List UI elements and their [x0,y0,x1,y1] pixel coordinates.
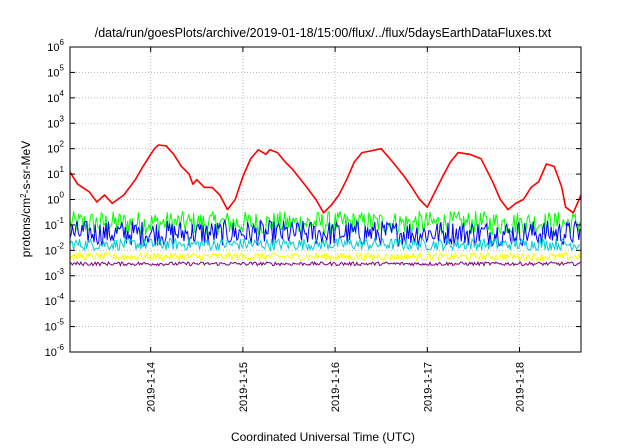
y-tick-label: 10-6 [45,343,65,359]
noise-band [69,210,581,237]
y-tick-label: 105 [47,63,64,79]
y-tick-exponent: 4 [60,89,65,98]
y-tick-exponent: 3 [60,114,65,123]
y-tick-base: 10 [45,322,57,334]
y-tick-base: 10 [45,347,57,359]
noise-band [69,236,581,253]
y-tick-base: 10 [47,195,59,207]
y-tick-base: 10 [45,220,57,232]
x-tick-label: 2019-1-14 [146,362,158,412]
y-tick-label: 104 [47,89,64,105]
y-tick-exponent: 1 [60,165,65,174]
y-tick-base: 10 [47,93,59,105]
y-axis-label: protons/cm2-s-sr-MeV [19,141,34,257]
y-tick-exponent: -1 [57,216,65,225]
x-axis-label: Coordinated Universal Time (UTC) [231,430,415,444]
y-tick-label: 100 [47,191,64,207]
y-tick-base: 10 [47,42,59,54]
y-tick-label: 10-2 [45,241,65,257]
y-tick-base: 10 [45,296,57,308]
y-tick-label: 103 [47,114,64,130]
noise-bands [69,210,581,267]
grid [70,47,581,352]
y-tick-exponent: -6 [57,343,65,352]
y-axis-label-sup: 2 [19,193,28,198]
y-tick-exponent: 6 [60,38,65,47]
y-tick-exponent: 2 [60,140,65,149]
y-tick-base: 10 [47,144,59,156]
y-tick-label: 10-5 [45,318,65,334]
x-tick-label: 2019-1-15 [238,362,250,412]
noise-band [69,260,581,267]
chart-title: /data/run/goesPlots/archive/2019-01-18/1… [95,26,552,40]
y-axis-label-prefix: protons/cm [19,198,33,257]
y-tick-exponent: -2 [57,241,65,250]
y-tick-label: 101 [47,165,64,181]
y-tick-label: 10-4 [45,292,65,308]
y-tick-exponent: 5 [60,63,65,72]
noise-band [69,250,581,263]
y-tick-label: 10-1 [45,216,65,232]
y-axis-label-suffix: -s-sr-MeV [19,141,33,194]
y-tick-exponent: -4 [57,292,65,301]
y-tick-label: 106 [47,38,64,54]
x-axis: 2019-1-14 2019-1-15 2019-1-16 2019-1-17 2019… [146,47,527,412]
y-tick-base: 10 [45,245,57,257]
x-tick-label: 2019-1-17 [422,362,434,412]
noise-band [69,218,581,247]
y-tick-base: 10 [45,271,57,283]
y-tick-exponent: -3 [57,267,65,276]
y-axis: 10-610-510-410-310-210-11001011021031041… [45,38,581,359]
y-tick-base: 10 [47,67,59,79]
y-tick-base: 10 [47,118,59,130]
y-tick-exponent: 0 [60,191,65,200]
y-tick-base: 10 [47,169,59,181]
x-tick-label: 2019-1-18 [515,362,527,412]
series-line [69,144,582,214]
y-tick-label: 10-3 [45,267,65,283]
y-tick-exponent: -5 [57,318,65,327]
y-tick-label: 102 [47,140,64,156]
series-group [69,144,582,214]
x-tick-label: 2019-1-16 [330,362,342,412]
